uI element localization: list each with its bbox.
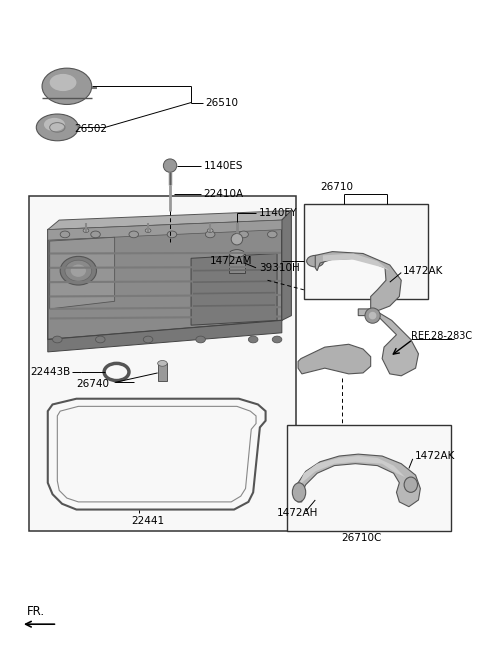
Ellipse shape — [49, 74, 76, 91]
Ellipse shape — [65, 260, 92, 281]
Text: 39310H: 39310H — [259, 263, 300, 273]
Ellipse shape — [404, 477, 418, 492]
Ellipse shape — [91, 231, 100, 238]
Bar — [157, 363, 167, 380]
Ellipse shape — [36, 114, 78, 141]
Ellipse shape — [60, 231, 70, 238]
Ellipse shape — [239, 231, 248, 238]
Text: FR.: FR. — [27, 605, 45, 618]
Text: 1472AK: 1472AK — [415, 451, 455, 461]
Ellipse shape — [42, 68, 92, 104]
Ellipse shape — [272, 336, 282, 343]
Polygon shape — [48, 210, 291, 229]
Ellipse shape — [267, 231, 277, 238]
Text: 1140ES: 1140ES — [204, 160, 243, 171]
Circle shape — [369, 312, 376, 319]
Text: 26502: 26502 — [74, 124, 108, 134]
Text: 1140FY: 1140FY — [259, 208, 298, 218]
Ellipse shape — [110, 367, 123, 376]
Text: 26710: 26710 — [320, 181, 353, 192]
Circle shape — [163, 159, 177, 172]
Polygon shape — [315, 252, 401, 311]
Polygon shape — [358, 309, 419, 376]
Text: 22443B: 22443B — [31, 367, 71, 377]
Polygon shape — [294, 454, 420, 507]
Ellipse shape — [292, 483, 306, 502]
Ellipse shape — [60, 256, 96, 285]
Text: 1472AK: 1472AK — [403, 265, 444, 276]
Polygon shape — [48, 220, 282, 340]
Bar — [287, 426, 451, 531]
Polygon shape — [48, 321, 282, 352]
Polygon shape — [298, 456, 405, 487]
Ellipse shape — [71, 265, 86, 277]
Ellipse shape — [157, 361, 167, 366]
Text: 26740: 26740 — [76, 379, 109, 390]
Ellipse shape — [207, 229, 213, 233]
Ellipse shape — [83, 229, 89, 233]
Text: 22441: 22441 — [132, 516, 165, 526]
Text: 26510: 26510 — [205, 97, 239, 108]
Ellipse shape — [196, 336, 205, 343]
Circle shape — [365, 308, 380, 323]
Text: 1472AH: 1472AH — [277, 509, 318, 518]
Text: 26710C: 26710C — [341, 533, 381, 543]
Ellipse shape — [145, 229, 151, 233]
Ellipse shape — [307, 256, 324, 267]
Polygon shape — [48, 220, 282, 240]
Ellipse shape — [52, 336, 62, 343]
Ellipse shape — [144, 336, 153, 343]
Polygon shape — [282, 210, 291, 321]
Ellipse shape — [205, 231, 215, 238]
Text: 1472AM: 1472AM — [210, 256, 252, 266]
Ellipse shape — [229, 250, 245, 258]
Bar — [29, 196, 296, 531]
Polygon shape — [298, 344, 371, 374]
Ellipse shape — [129, 231, 139, 238]
Ellipse shape — [167, 231, 177, 238]
Bar — [229, 254, 245, 273]
Ellipse shape — [44, 118, 65, 131]
Bar — [304, 204, 428, 300]
Ellipse shape — [248, 336, 258, 343]
Polygon shape — [49, 237, 115, 309]
Polygon shape — [191, 254, 277, 325]
Circle shape — [231, 233, 243, 245]
Text: REF.28-283C: REF.28-283C — [411, 330, 472, 341]
Ellipse shape — [96, 336, 105, 343]
Polygon shape — [323, 254, 390, 271]
Text: 22410A: 22410A — [204, 189, 244, 199]
